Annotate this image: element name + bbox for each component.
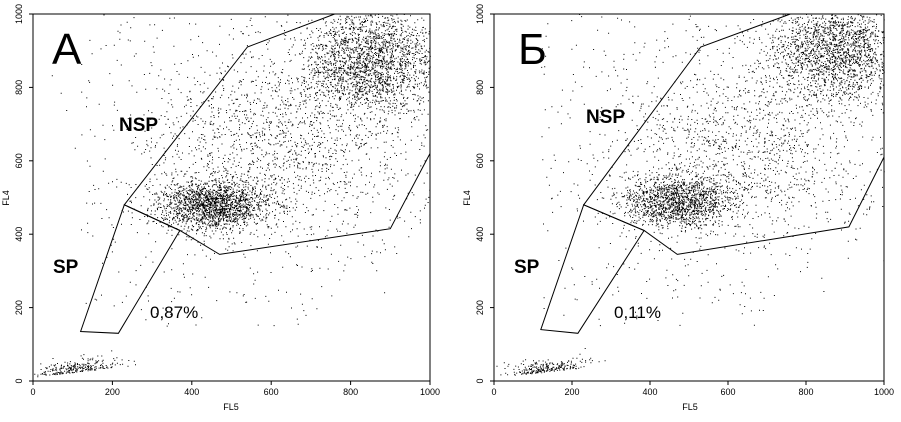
x-tick-label: 400 [184,387,199,397]
y-tick-label: 200 [14,300,24,315]
panel-a-label: А [52,25,82,74]
x-tick-label: 200 [564,387,579,397]
y-tick-label: 200 [475,300,485,315]
panel-a-y-ticks: 0 200 400 600 800 1000 [14,4,33,384]
x-tick-label: 200 [105,387,120,397]
panel-a: 0 200 400 600 800 1000 0 200 400 600 800 1000 А NS… [1,4,440,412]
x-tick-label: 600 [264,387,279,397]
panel-a-y-axis-title: FL4 [1,190,11,206]
x-tick-label: 800 [343,387,358,397]
panel-b-nsp-label: NSP [586,107,625,128]
x-tick-label: 800 [798,387,813,397]
y-tick-label: 800 [14,80,24,95]
y-tick-label: 400 [475,227,485,242]
panel-b: 0 200 400 600 800 1000 0 200 400 600 800 1000 Б NS… [462,4,894,412]
gate-sp-polygon [540,204,645,334]
y-tick-label: 0 [475,378,485,383]
x-tick-label: 600 [720,387,735,397]
panel-b-y-ticks: 0 200 400 600 800 1000 [475,4,494,384]
panel-b-x-ticks: 0 200 400 600 800 1000 [491,381,894,397]
y-tick-label: 0 [14,378,24,383]
panel-a-frame [32,13,431,382]
x-tick-label: 0 [30,387,35,397]
y-tick-label: 600 [14,153,24,168]
x-tick-label: 0 [491,387,496,397]
y-tick-label: 800 [475,80,485,95]
panel-b-label: Б [518,25,547,74]
y-tick-label: 400 [14,227,24,242]
panel-a-x-ticks: 0 200 400 600 800 1000 [30,381,440,397]
panel-a-sp-label: SP [53,257,79,278]
y-tick-label: 1000 [14,4,24,24]
x-tick-label: 400 [642,387,657,397]
panel-b-gates [540,13,885,334]
panel-a-nsp-label: NSP [119,115,158,136]
gate-nsp-polygon [123,13,431,255]
x-tick-label: 1000 [874,387,894,397]
y-tick-label: 600 [475,153,485,168]
gate-nsp-polygon [582,13,885,255]
panel-b-sp-label: SP [514,257,540,278]
panel-b-percent-label: 0,11% [614,303,661,322]
panel-a-gates [79,13,431,334]
panel-b-x-axis-title: FL5 [682,402,698,412]
x-tick-label: 1000 [420,387,440,397]
panel-a-x-axis-title: FL5 [223,402,239,412]
panel-b-frame [493,13,885,382]
panel-b-y-axis-title: FL4 [462,190,472,206]
panel-a-percent-label: 0,87% [150,303,198,322]
y-tick-label: 1000 [475,4,485,24]
gate-sp-polygon [79,204,181,334]
